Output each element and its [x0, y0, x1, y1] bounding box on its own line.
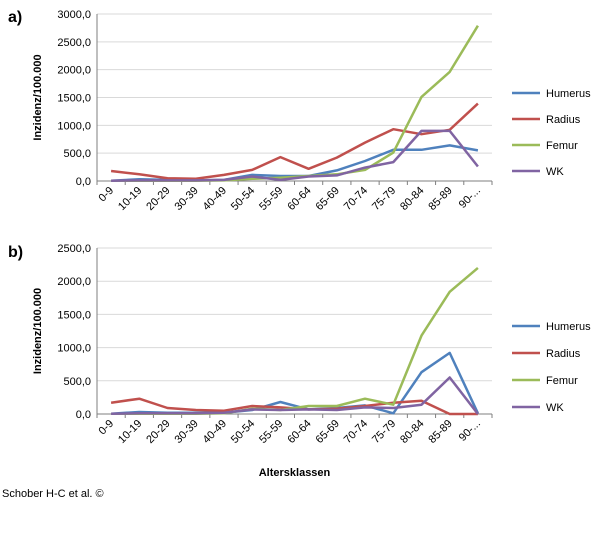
legend-label-femur: Femur	[546, 375, 578, 387]
x-tick-label: 80-84	[398, 418, 426, 446]
x-tick-label: 75-79	[370, 418, 398, 446]
x-tick-label: 0-9	[96, 185, 116, 205]
x-tick-label: 90-...	[457, 185, 483, 211]
x-tick-label: 20-29	[144, 185, 172, 213]
x-tick-label: 65-69	[314, 418, 342, 446]
series-line-wk	[111, 129, 479, 182]
legend-label-wk: WK	[546, 402, 564, 414]
series-line-radius	[110, 102, 479, 181]
x-tick-label: 30-39	[172, 418, 200, 446]
x-tick-label: 10-19	[116, 418, 144, 446]
x-tick-label: 30-39	[172, 185, 200, 213]
legend-label-wk: WK	[546, 166, 564, 178]
x-tick-label: 85-89	[426, 418, 454, 446]
credit-text: Schober H-C et al. ©	[2, 488, 104, 500]
x-tick-label: 70-74	[342, 185, 370, 213]
x-tick-label: 60-64	[285, 418, 313, 446]
y-axis-label: Inzidenz/100.000	[32, 54, 44, 140]
x-tick-label: 50-54	[229, 418, 257, 446]
x-tick-label: 85-89	[426, 185, 454, 213]
y-tick-label: 2500,0	[57, 243, 91, 255]
x-tick-label: 75-79	[370, 185, 398, 213]
y-tick-label: 0,0	[76, 176, 91, 188]
series-line-femur	[111, 266, 479, 415]
y-tick-label: 2500,0	[57, 37, 91, 49]
x-tick-label: 90-...	[457, 418, 483, 444]
x-tick-label: 55-59	[257, 185, 285, 213]
x-tick-label: 60-64	[285, 185, 313, 213]
legend-label-radius: Radius	[546, 348, 581, 360]
y-tick-label: 2000,0	[57, 276, 91, 288]
y-tick-label: 1000,0	[57, 343, 91, 355]
x-tick-label: 40-49	[201, 185, 229, 213]
x-tick-label: 65-69	[314, 185, 342, 213]
x-tick-label: 50-54	[229, 185, 257, 213]
y-tick-label: 1000,0	[57, 120, 91, 132]
legend-label-femur: Femur	[546, 140, 578, 152]
series-line-femur	[111, 25, 479, 182]
panel-label: b)	[8, 244, 23, 261]
y-tick-label: 2000,0	[57, 65, 91, 77]
x-tick-label: 70-74	[342, 418, 370, 446]
x-tick-label: 55-59	[257, 418, 285, 446]
legend-label-humerus: Humerus	[546, 88, 591, 100]
x-tick-label: 40-49	[201, 418, 229, 446]
y-tick-label: 3000,0	[57, 9, 91, 21]
series-line-wk	[111, 376, 479, 415]
y-tick-label: 500,0	[63, 376, 91, 388]
y-tick-label: 500,0	[63, 148, 91, 160]
panel-label: a)	[8, 9, 22, 26]
x-tick-label: 0-9	[96, 418, 116, 438]
legend-label-humerus: Humerus	[546, 321, 591, 333]
legend-label-radius: Radius	[546, 114, 581, 126]
y-tick-label: 1500,0	[57, 309, 91, 321]
y-tick-label: 0,0	[76, 409, 91, 421]
x-tick-label: 10-19	[116, 185, 144, 213]
x-tick-label: 80-84	[398, 185, 426, 213]
y-axis-label: Inzidenz/100.000	[32, 288, 44, 374]
x-tick-label: 20-29	[144, 418, 172, 446]
x-axis-label: Altersklassen	[259, 467, 331, 479]
y-tick-label: 1500,0	[57, 93, 91, 105]
